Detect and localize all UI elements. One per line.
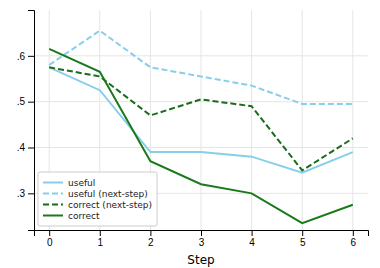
tick-mark <box>252 230 253 236</box>
tick-label: 5 <box>300 237 306 248</box>
tick-mark <box>28 56 34 57</box>
tick: .5 <box>17 96 34 107</box>
legend-label: correct <box>68 211 100 221</box>
tick-mark <box>28 148 34 149</box>
tick-label: 2 <box>148 237 154 248</box>
tick-mark <box>353 230 354 236</box>
series-line <box>49 49 353 223</box>
grid-line <box>352 10 353 230</box>
series-line <box>49 67 353 172</box>
series-line <box>49 67 353 170</box>
legend-swatch <box>43 215 63 217</box>
tick-label: .3 <box>17 188 26 199</box>
x-axis-title: Step <box>187 253 214 267</box>
legend-box <box>38 172 157 226</box>
series-line <box>49 31 353 104</box>
tick: 6 <box>351 230 357 248</box>
tick-label: .4 <box>17 142 26 153</box>
tick-mark <box>201 230 202 236</box>
axis-line <box>35 231 369 237</box>
plot: 0123456.3.4.5.6usefuluseful (next-step)c… <box>17 10 369 248</box>
tick-mark <box>302 230 303 236</box>
tick: .3 <box>17 188 34 199</box>
tick-label: 1 <box>98 237 104 248</box>
tick: .4 <box>17 142 34 153</box>
tick-mark <box>28 102 34 103</box>
grid-line <box>251 10 252 230</box>
grid <box>34 10 368 230</box>
tick-mark <box>150 230 151 236</box>
tick-label: 0 <box>47 237 53 248</box>
grid-line <box>302 10 303 230</box>
lines <box>49 31 353 224</box>
y-axis: .3 .4 .5 .6 <box>17 11 35 231</box>
tick: 2 <box>148 230 154 248</box>
legend-label: useful (next-step) <box>68 189 148 199</box>
tick-mark <box>100 230 101 236</box>
tick: 5 <box>300 230 306 248</box>
legend-swatch <box>43 182 63 184</box>
tick-mark <box>28 193 34 194</box>
tick: .6 <box>17 51 34 62</box>
axis-line <box>28 11 35 231</box>
legend-swatch <box>43 204 63 206</box>
tick: 4 <box>249 230 255 248</box>
tick: 3 <box>199 230 205 248</box>
legend-swatch <box>43 193 63 195</box>
tick-mark <box>49 230 50 236</box>
tick-label: .5 <box>17 96 26 107</box>
chart: 0123456.3.4.5.6usefuluseful (next-step)c… <box>0 0 380 268</box>
legend-label: useful <box>68 178 95 188</box>
x-axis: 0 1 2 3 4 5 6 <box>35 230 369 248</box>
legend: usefuluseful (next-step)correct (next-st… <box>38 172 157 226</box>
tick: 0 <box>47 230 53 248</box>
tick: 1 <box>98 230 104 248</box>
tick-label: .6 <box>17 51 26 62</box>
tick-label: 4 <box>249 237 255 248</box>
tick-label: 6 <box>351 237 357 248</box>
legend-label: correct (next-step) <box>68 200 152 210</box>
tick-label: 3 <box>199 237 205 248</box>
grid-line <box>201 10 202 230</box>
